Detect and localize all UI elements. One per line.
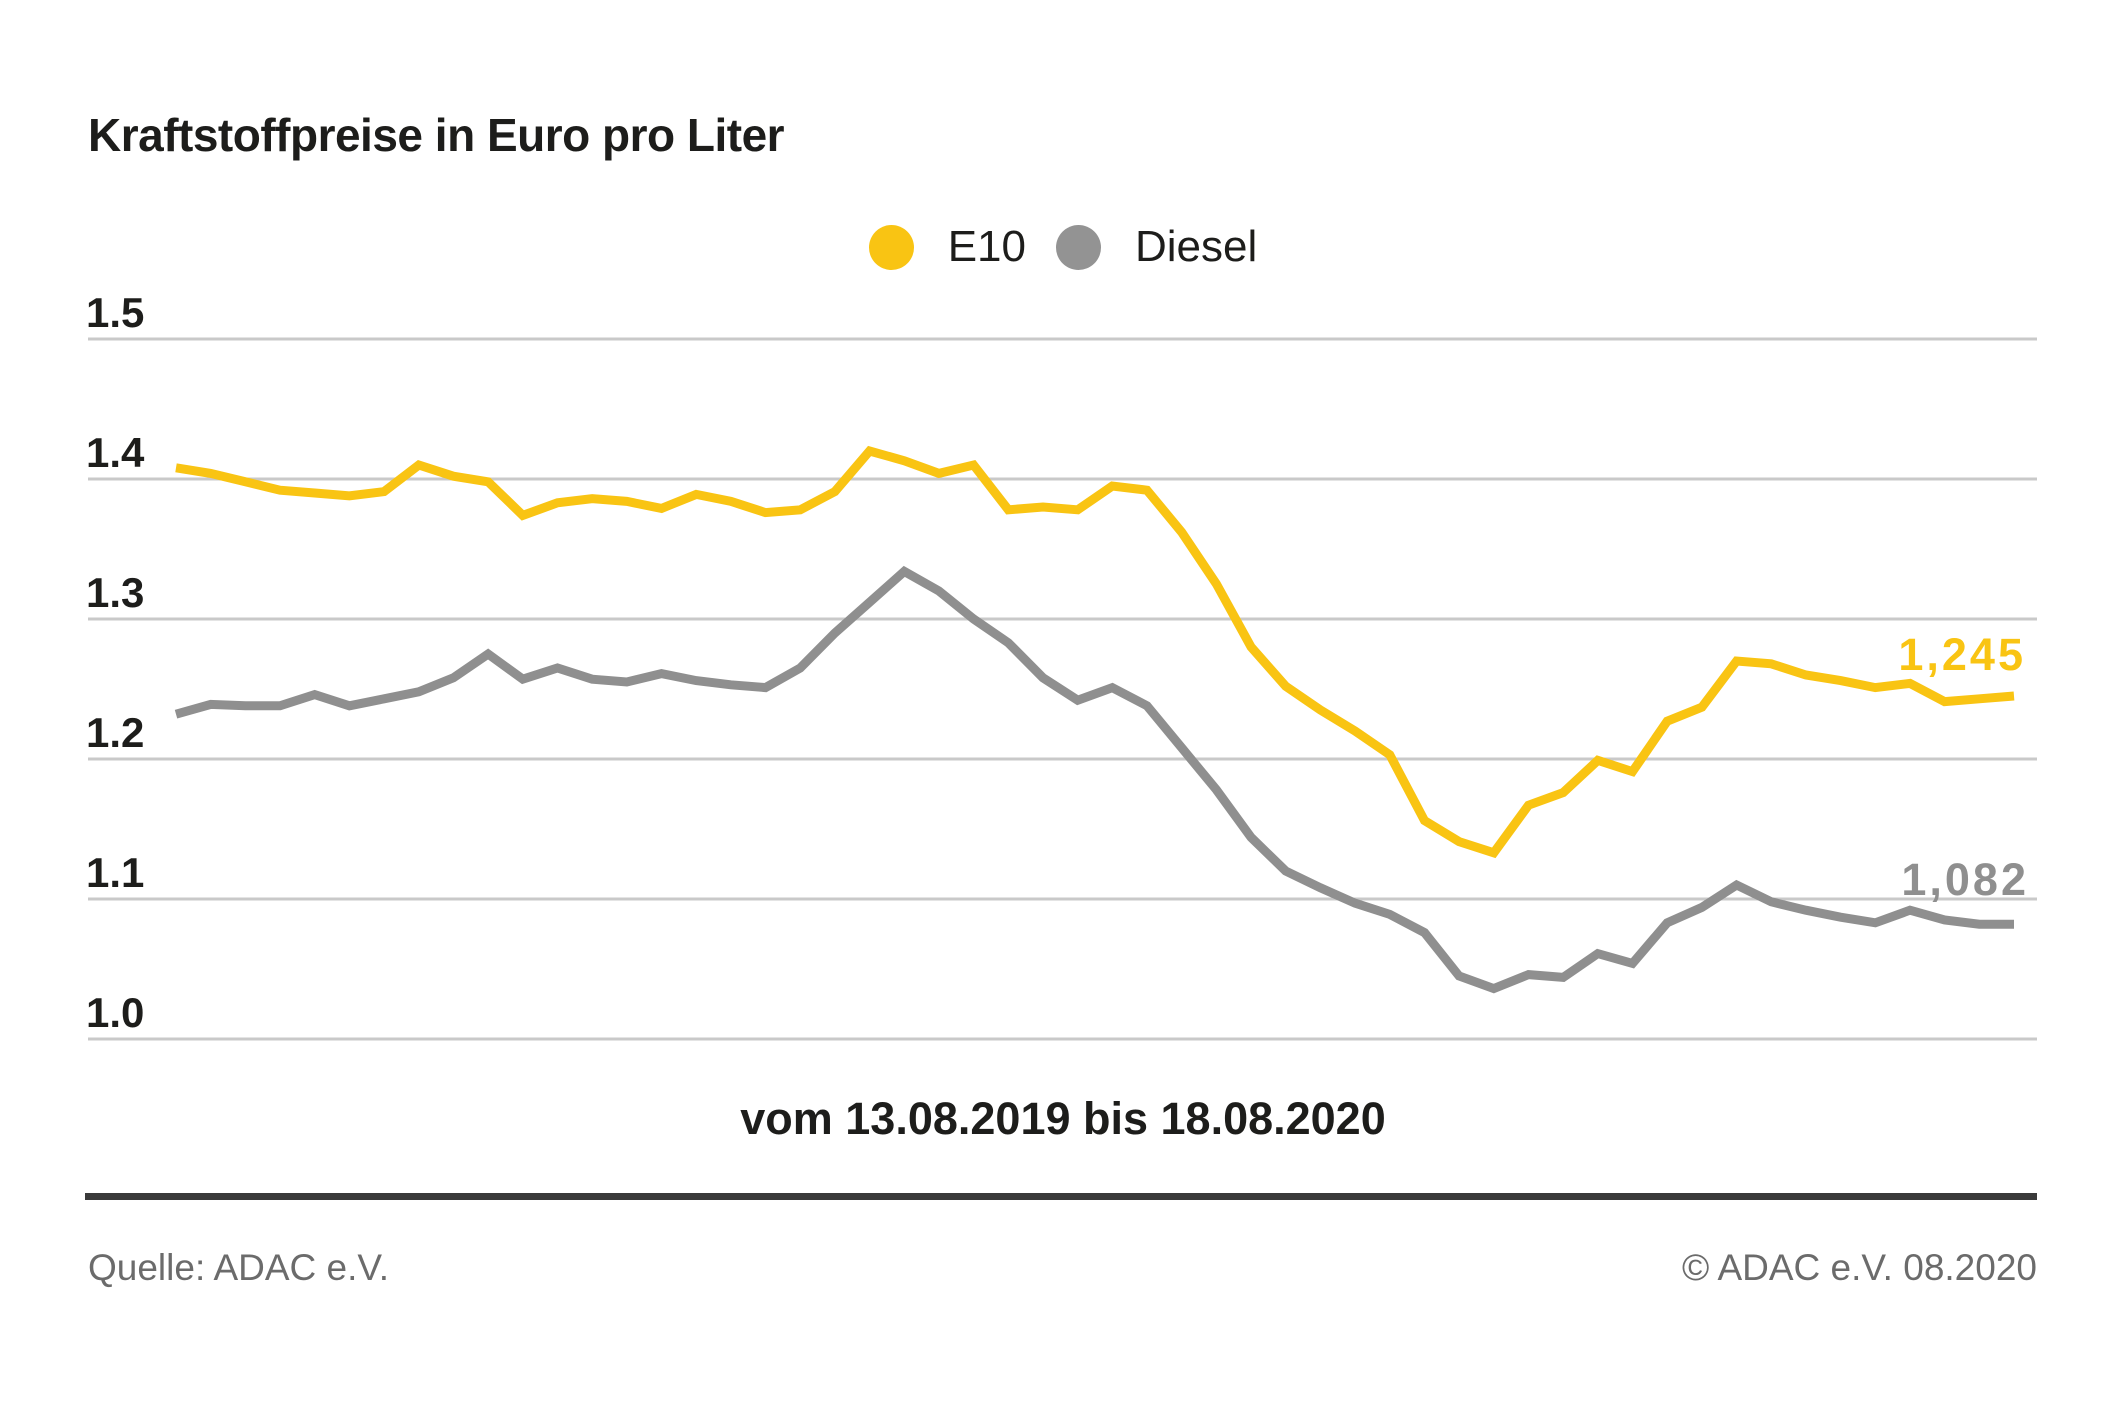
y-axis-tick-label: 1.4 bbox=[86, 429, 145, 476]
x-axis-date-range-label: vom 13.08.2019 bis 18.08.2020 bbox=[740, 1093, 1386, 1144]
legend: E10 Diesel bbox=[0, 222, 2126, 272]
series-lines bbox=[174, 445, 2015, 994]
y-axis-tick-label: 1.1 bbox=[86, 849, 145, 896]
y-axis-tick-label: 1.0 bbox=[86, 989, 145, 1036]
diesel-end-value-label: 1,082 bbox=[1901, 854, 2029, 905]
copyright-note: © ADAC e.V. 08.2020 bbox=[1681, 1247, 2037, 1288]
diesel-price-line bbox=[174, 565, 2014, 994]
y-axis-tick-label: 1.5 bbox=[86, 289, 145, 336]
source-note: Quelle: ADAC e.V. bbox=[88, 1247, 389, 1288]
e10-price-line bbox=[175, 445, 2015, 859]
y-axis-tick-label: 1.3 bbox=[86, 569, 145, 616]
y-axis-tick-label: 1.2 bbox=[86, 709, 145, 756]
diesel-series-dot-icon bbox=[1056, 224, 1101, 270]
footer-divider bbox=[85, 1193, 2037, 1200]
legend-item-diesel: Diesel bbox=[1056, 222, 1257, 272]
gridlines bbox=[88, 337, 2037, 1041]
e10-series-dot-icon bbox=[868, 224, 914, 270]
e10-end-value-label: 1,245 bbox=[1898, 629, 2026, 680]
page-title: Kraftstoffpreise in Euro pro Liter bbox=[88, 109, 785, 161]
legend-label-diesel: Diesel bbox=[1135, 222, 1258, 271]
legend-label-e10: E10 bbox=[947, 222, 1026, 271]
legend-item-e10: E10 bbox=[868, 222, 1026, 272]
